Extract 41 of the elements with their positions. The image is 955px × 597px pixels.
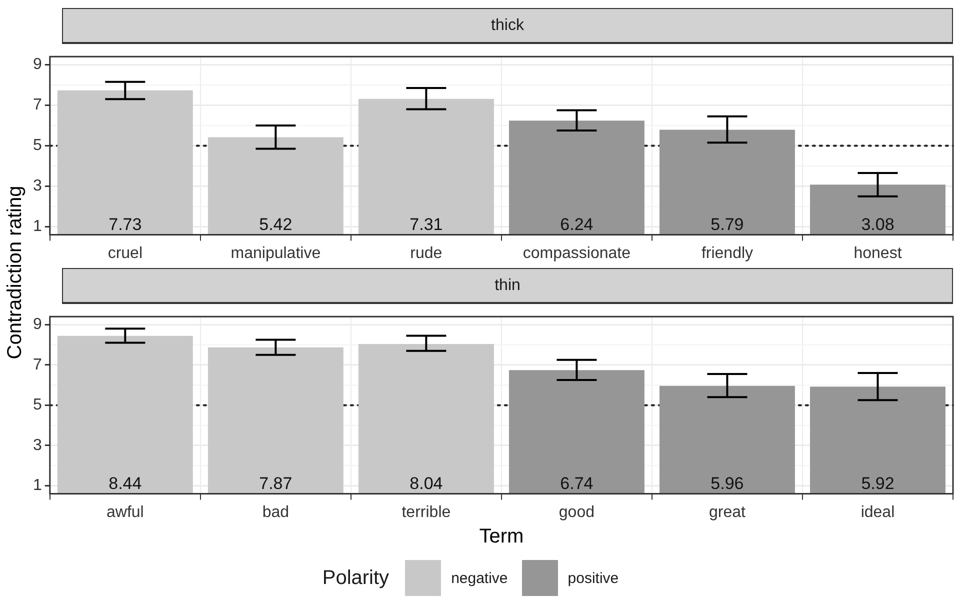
data-label: 5.92	[861, 474, 894, 493]
data-label: 7.73	[108, 214, 142, 234]
y-tick-label: 9	[32, 316, 42, 334]
x-axis-title: Term	[479, 526, 524, 548]
x-tick-label: compassionate	[522, 244, 631, 262]
x-tick-label: awful	[106, 504, 144, 521]
x-tick-label: ideal	[860, 504, 895, 521]
y-axis-title: Contradiction rating	[4, 186, 28, 360]
data-label: 7.87	[259, 474, 292, 493]
x-tick-label: terrible	[402, 504, 451, 521]
chart-title: thick	[62, 8, 953, 44]
data-label: 7.31	[410, 214, 443, 234]
data-label: 5.42	[259, 214, 292, 234]
x-tick-label: manipulative	[230, 244, 321, 262]
legend-title: Polarity	[322, 566, 390, 590]
y-tick-label: 3	[32, 178, 42, 195]
x-tick-label: great	[708, 504, 746, 521]
y-tick-label: 9	[32, 56, 42, 74]
legend-label: negative	[450, 568, 508, 588]
y-tick-label: 7	[32, 356, 42, 374]
data-label: 5.96	[710, 474, 744, 493]
chart-title: thin	[62, 268, 953, 304]
y-tick-label: 1	[32, 218, 42, 236]
x-tick-label: cruel	[108, 244, 142, 262]
y-tick-label: 5	[32, 396, 42, 414]
x-tick-label: rude	[410, 244, 442, 262]
data-label: 3.08	[861, 214, 894, 234]
data-label: 6.74	[560, 474, 594, 493]
y-tick-label: 7	[32, 96, 42, 114]
x-tick-label: bad	[262, 504, 290, 521]
data-label: 8.04	[410, 474, 443, 493]
y-tick-label: 1	[32, 477, 42, 494]
x-tick-label: honest	[854, 244, 902, 262]
data-label: 5.79	[710, 214, 744, 234]
data-label: 8.44	[108, 474, 142, 493]
x-tick-label: friendly	[701, 244, 754, 262]
data-label: 6.24	[560, 214, 594, 234]
x-tick-label: good	[558, 504, 595, 521]
legend-label: positive	[566, 568, 619, 588]
y-tick-label: 5	[32, 137, 42, 154]
y-tick-label: 3	[32, 436, 42, 454]
